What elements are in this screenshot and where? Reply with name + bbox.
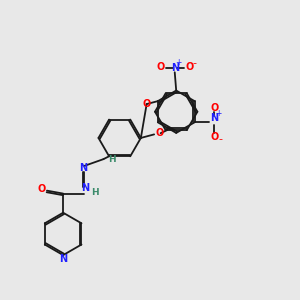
Text: -: -: [219, 134, 223, 144]
Text: O: O: [210, 132, 218, 142]
Text: N: N: [210, 113, 218, 123]
Text: O: O: [185, 62, 193, 72]
Text: N: N: [82, 183, 90, 193]
Text: +: +: [176, 58, 182, 67]
Text: +: +: [215, 109, 222, 118]
Text: O: O: [210, 103, 218, 112]
Text: O: O: [142, 99, 151, 109]
Text: -: -: [192, 58, 196, 68]
Text: H: H: [108, 155, 116, 164]
Text: O: O: [155, 128, 164, 138]
Text: N: N: [79, 163, 87, 173]
Text: H: H: [91, 188, 99, 196]
Text: N: N: [59, 254, 67, 264]
Text: N: N: [171, 63, 179, 73]
Text: O: O: [38, 184, 46, 194]
Text: O: O: [156, 62, 164, 72]
